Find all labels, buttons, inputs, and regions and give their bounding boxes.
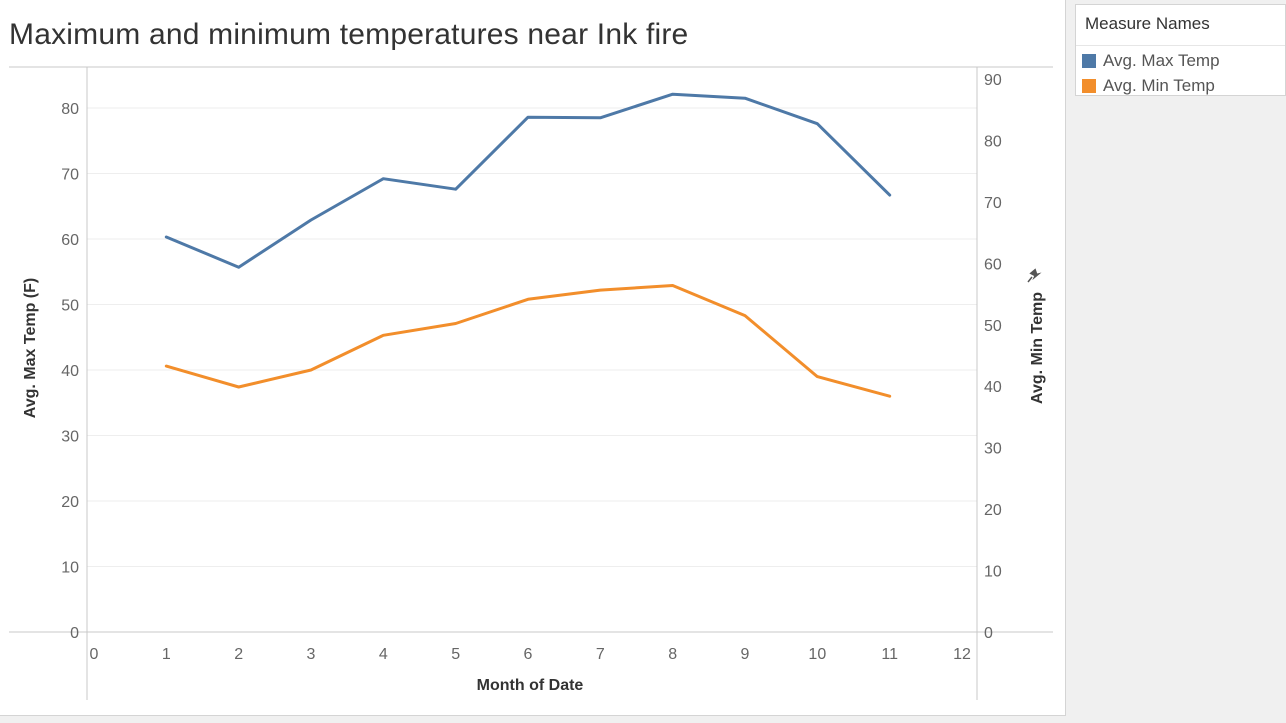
y-left-axis-title: Avg. Max Temp (F) bbox=[22, 278, 39, 418]
y-left-tick-label: 20 bbox=[61, 494, 79, 511]
y-right-tick-label: 20 bbox=[984, 502, 1002, 519]
legend-swatch-max-temp bbox=[1082, 54, 1096, 68]
data-point-max-temp[interactable] bbox=[599, 117, 601, 119]
axes bbox=[9, 66, 1053, 700]
y-left-tick-label: 30 bbox=[61, 429, 79, 446]
series-lines[interactable] bbox=[164, 92, 892, 398]
y-right-tick-label: 40 bbox=[984, 379, 1002, 396]
x-tick-label: 1 bbox=[162, 646, 171, 663]
data-point-min-temp[interactable] bbox=[382, 334, 384, 336]
series-line-min-temp[interactable] bbox=[164, 284, 892, 398]
x-tick-label: 2 bbox=[234, 646, 243, 663]
x-tick-label: 7 bbox=[596, 646, 605, 663]
data-point-max-temp[interactable] bbox=[238, 266, 240, 268]
y-right-tick-label: 60 bbox=[984, 256, 1002, 273]
y-right-tick-label: 50 bbox=[984, 318, 1002, 335]
y-right-tick-label: 0 bbox=[984, 625, 993, 642]
data-point-max-temp[interactable] bbox=[816, 123, 818, 125]
x-tick-label: 8 bbox=[668, 646, 677, 663]
y-left-tick-label: 10 bbox=[61, 560, 79, 577]
legend-item-min-temp[interactable]: Avg. Min Temp bbox=[1082, 75, 1215, 97]
data-point-max-temp[interactable] bbox=[527, 116, 529, 118]
y-right-tick-label: 30 bbox=[984, 441, 1002, 458]
pin-icon[interactable] bbox=[1027, 267, 1042, 283]
data-point-min-temp[interactable] bbox=[310, 369, 312, 371]
data-point-min-temp[interactable] bbox=[744, 315, 746, 317]
x-tick-label: 5 bbox=[451, 646, 460, 663]
data-point-min-temp[interactable] bbox=[599, 289, 601, 291]
x-tick-label: 6 bbox=[524, 646, 533, 663]
y-right-tick-label: 80 bbox=[984, 133, 1002, 150]
data-point-max-temp[interactable] bbox=[165, 236, 167, 238]
legend-label-max-temp: Avg. Max Temp bbox=[1103, 51, 1220, 70]
x-tick-label: 3 bbox=[307, 646, 316, 663]
x-tick-label: 10 bbox=[808, 646, 826, 663]
data-point-min-temp[interactable] bbox=[165, 365, 167, 367]
data-point-min-temp[interactable] bbox=[816, 376, 818, 378]
y-left-tick-label: 0 bbox=[70, 625, 79, 642]
data-point-max-temp[interactable] bbox=[744, 97, 746, 99]
y-left-tick-label: 50 bbox=[61, 298, 79, 315]
y-left-tick-label: 80 bbox=[61, 101, 79, 118]
legend-title: Measure Names bbox=[1085, 14, 1210, 33]
data-point-max-temp[interactable] bbox=[382, 178, 384, 180]
series-line-max-temp[interactable] bbox=[164, 92, 892, 269]
y-right-tick-label: 70 bbox=[984, 195, 1002, 212]
data-point-min-temp[interactable] bbox=[238, 386, 240, 388]
grid-lines bbox=[87, 107, 977, 567]
chart-title: Maximum and minimum temperatures near In… bbox=[9, 18, 689, 51]
y-right-tick-label: 10 bbox=[984, 564, 1002, 581]
x-tick-label: 12 bbox=[953, 646, 971, 663]
legend-label-min-temp: Avg. Min Temp bbox=[1103, 76, 1215, 95]
legend-item-max-temp[interactable]: Avg. Max Temp bbox=[1082, 50, 1220, 72]
data-point-max-temp[interactable] bbox=[455, 188, 457, 190]
legend[interactable]: Measure Names Avg. Max Temp Avg. Min Tem… bbox=[1075, 4, 1286, 96]
data-point-min-temp[interactable] bbox=[455, 322, 457, 324]
y-left-tick-label: 70 bbox=[61, 167, 79, 184]
x-tick-label: 0 bbox=[90, 646, 99, 663]
y-right-tick-label: 90 bbox=[984, 72, 1002, 89]
data-point-min-temp[interactable] bbox=[527, 298, 529, 300]
data-point-max-temp[interactable] bbox=[889, 194, 891, 196]
x-axis-title: Month of Date bbox=[477, 677, 584, 694]
legend-divider bbox=[1076, 45, 1285, 46]
data-point-max-temp[interactable] bbox=[310, 219, 312, 221]
x-tick-label: 4 bbox=[379, 646, 388, 663]
y-left-tick-label: 60 bbox=[61, 232, 79, 249]
chart-panel: Maximum and minimum temperatures near In… bbox=[0, 0, 1066, 716]
x-tick-label: 11 bbox=[881, 646, 898, 663]
y-left-tick-label: 40 bbox=[61, 363, 79, 380]
x-tick-label: 9 bbox=[741, 646, 750, 663]
legend-swatch-min-temp bbox=[1082, 79, 1096, 93]
data-point-min-temp[interactable] bbox=[672, 285, 674, 287]
data-point-max-temp[interactable] bbox=[672, 93, 674, 95]
y-right-axis-title: Avg. Min Temp bbox=[1029, 292, 1046, 404]
data-point-min-temp[interactable] bbox=[889, 395, 891, 397]
